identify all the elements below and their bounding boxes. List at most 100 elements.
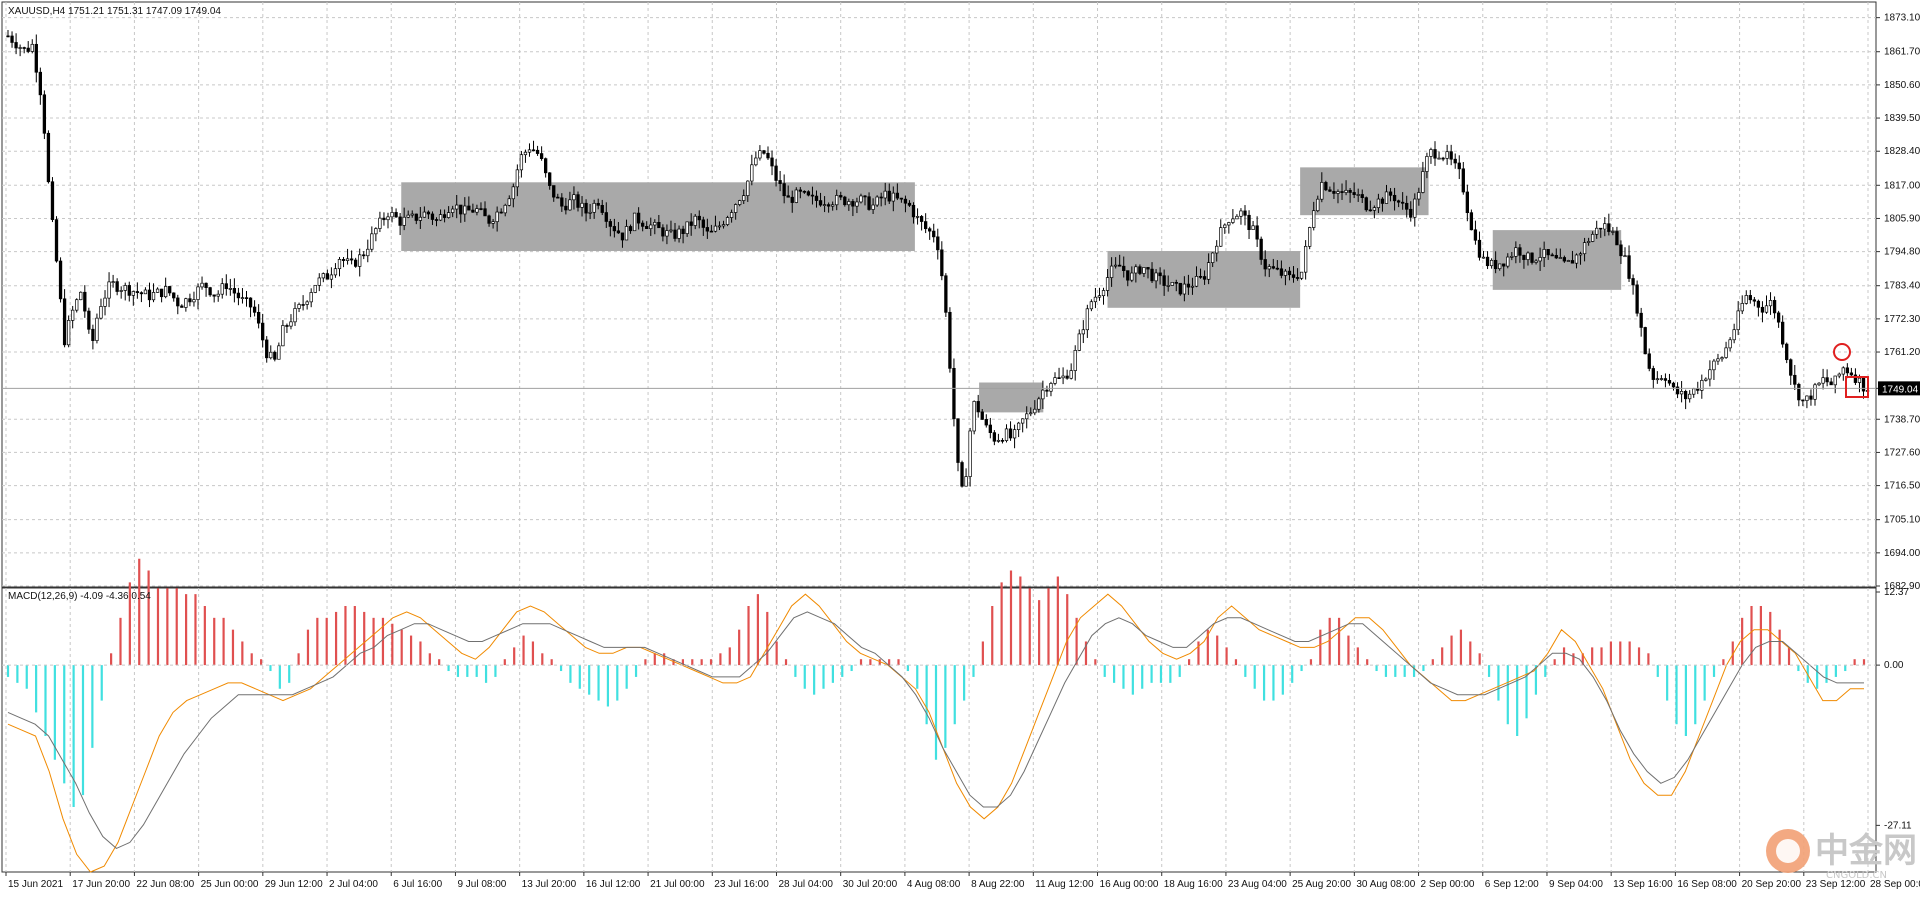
candle-body: [1720, 357, 1724, 360]
candle-body: [996, 439, 1001, 442]
candle-body: [103, 297, 107, 307]
candle-body: [907, 202, 912, 206]
candle-body: [317, 277, 321, 286]
candle-body: [1586, 241, 1591, 243]
candle-body: [1845, 367, 1849, 374]
candle-body: [261, 322, 265, 341]
candle-body: [151, 292, 156, 301]
candle-body: [224, 283, 228, 290]
candle-body: [560, 197, 564, 207]
candle-body: [1643, 327, 1647, 355]
candle-body: [952, 367, 956, 420]
time-tick-label: 18 Aug 16:00: [1164, 879, 1223, 890]
candle-body: [774, 165, 778, 181]
price-tick-label: 1861.70: [1884, 47, 1920, 58]
candle-body: [1312, 210, 1316, 228]
candle-body: [685, 221, 689, 234]
candle-body: [1809, 395, 1813, 400]
candle-body: [1291, 274, 1296, 278]
candle-body: [79, 291, 83, 301]
candle-body: [1130, 272, 1134, 281]
candle-body: [1097, 295, 1102, 298]
candle-body: [1364, 197, 1368, 211]
candle-body: [87, 310, 91, 330]
candle-body: [778, 180, 782, 184]
candle-body: [1142, 267, 1146, 274]
candle-body: [252, 306, 257, 313]
candle-body: [1716, 358, 1720, 362]
watermark-sub: CNGOLD.CN: [1826, 870, 1887, 881]
candle-body: [75, 299, 79, 311]
candle-body: [1441, 157, 1445, 160]
candle-body: [1700, 380, 1704, 391]
macd-signal-line: [7, 611, 1864, 849]
candle-body: [1789, 359, 1793, 376]
candle-body: [1841, 367, 1845, 375]
candle-body: [1255, 225, 1259, 240]
candle-body: [475, 208, 479, 213]
candle-body: [1085, 308, 1089, 331]
candle-body: [1299, 271, 1304, 279]
candle-body: [1619, 244, 1623, 257]
range-box: [1492, 230, 1622, 290]
candle-body: [1352, 192, 1356, 195]
candle-body: [1445, 151, 1449, 159]
price-tick-label: 1828.40: [1884, 146, 1920, 157]
candle-body: [568, 199, 572, 211]
candle-body: [216, 293, 220, 297]
candle-body: [645, 226, 649, 229]
candle-body: [1073, 350, 1077, 371]
candle-body: [677, 228, 681, 239]
candle-body: [42, 94, 47, 134]
time-tick-label: 22 Jun 08:00: [136, 879, 194, 890]
candle-body: [301, 304, 305, 306]
candle-body: [988, 424, 992, 433]
candle-body: [628, 226, 633, 232]
candle-body: [539, 153, 544, 159]
candle-body: [390, 212, 394, 218]
candle-body: [1162, 275, 1166, 286]
range-box: [979, 382, 1044, 413]
candle-body: [1582, 242, 1587, 255]
candle-body: [932, 230, 936, 238]
candle-body: [1392, 194, 1397, 202]
candle-body: [1801, 399, 1805, 402]
candle-body: [964, 476, 968, 487]
candle-body: [1425, 156, 1429, 172]
time-tick-label: 28 Sep 00:00: [1870, 879, 1920, 890]
time-tick-label: 25 Jun 00:00: [201, 879, 259, 890]
candle-body: [701, 219, 705, 228]
candle-body: [119, 290, 123, 292]
candle-body: [1004, 428, 1009, 441]
candle-body: [1752, 299, 1757, 302]
price-tick-label: 1783.40: [1884, 281, 1920, 292]
candle-body: [1348, 189, 1352, 193]
candle-body: [354, 259, 358, 267]
price-tick-label: 1716.50: [1884, 481, 1920, 492]
macd-tick-label: 12.37: [1884, 587, 1909, 598]
candle-body: [1461, 168, 1465, 193]
candle-body: [269, 351, 273, 359]
candle-body: [1692, 388, 1696, 395]
candle-body: [572, 194, 576, 201]
candle-body: [398, 216, 402, 226]
candle-body: [273, 351, 277, 360]
candle-body: [588, 211, 592, 214]
candle-body: [1655, 378, 1659, 381]
candle-body: [1639, 312, 1643, 328]
candle-body: [430, 213, 435, 220]
candle-body: [802, 190, 807, 193]
candle-body: [1215, 245, 1219, 254]
candle-body: [1109, 265, 1114, 278]
candle-body: [636, 212, 641, 224]
candle-body: [1012, 429, 1017, 439]
annotations: [1833, 343, 1869, 398]
candle-body: [523, 151, 528, 156]
candle-body: [240, 297, 245, 299]
time-tick-label: 15 Jun 2021: [8, 879, 63, 890]
candle-body: [406, 214, 410, 218]
candlesticks: [6, 30, 1870, 488]
candle-body: [325, 273, 330, 280]
candle-body: [1166, 285, 1170, 287]
candle-body: [1671, 382, 1676, 388]
